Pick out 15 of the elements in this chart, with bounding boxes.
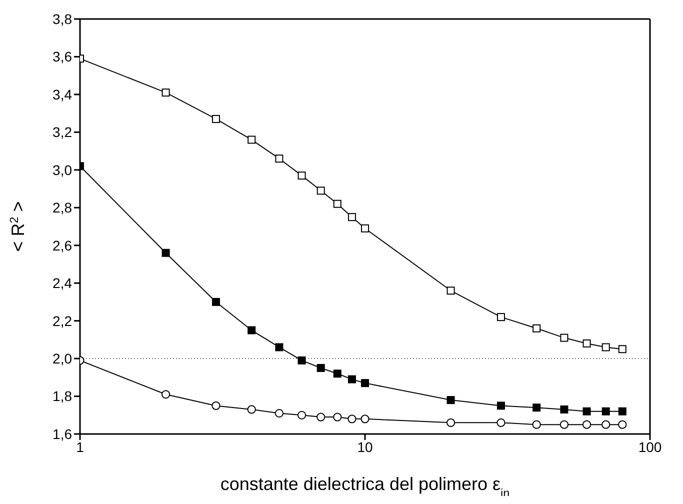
- x-tick-label: 1: [76, 438, 84, 455]
- y-tick-label: 2,8: [52, 200, 72, 216]
- y-tick-label: 3,0: [52, 162, 72, 178]
- y-tick-label: 1,8: [52, 388, 72, 404]
- y-tick-label: 3,6: [52, 48, 72, 65]
- x-tick-label: 10: [357, 438, 373, 455]
- y-tick-label: 1,6: [52, 426, 72, 442]
- y-tick-label: 2,4: [52, 275, 72, 292]
- y-tick-label: 3,2: [52, 124, 72, 140]
- y-tick-label: 3,4: [52, 86, 72, 102]
- y-tick-label: 3,8: [52, 10, 72, 27]
- y-tick-label: 2,0: [52, 350, 72, 367]
- y-tick-label: 2,2: [52, 312, 72, 329]
- y-tick-label: 2,6: [52, 237, 72, 254]
- x-tick-label: 100: [638, 438, 662, 455]
